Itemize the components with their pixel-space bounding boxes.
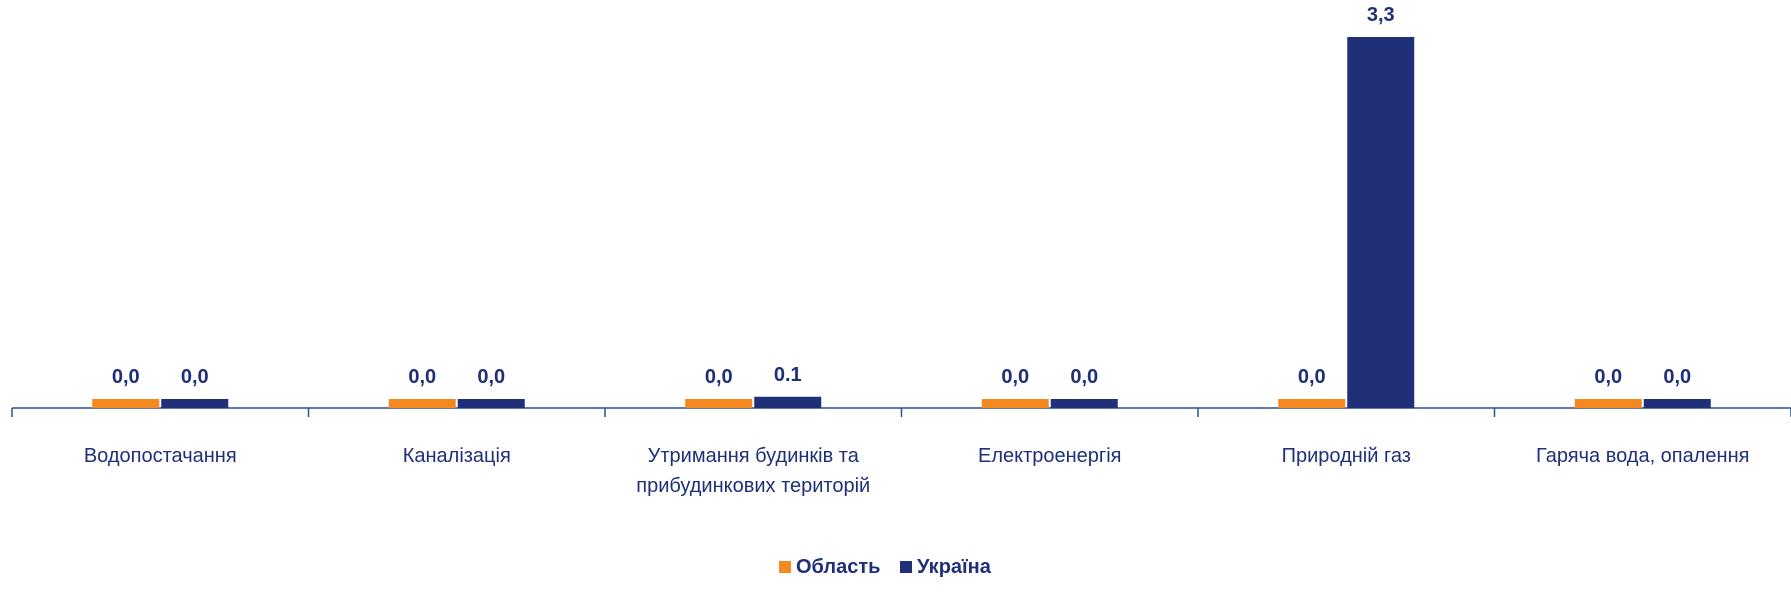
legend-label-ukraine: Україна — [917, 556, 992, 578]
category-label: Водопостачання — [84, 445, 237, 467]
data-label: 0,0 — [1594, 366, 1622, 388]
data-label: 0,0 — [408, 366, 436, 388]
legend-swatch-ukraine — [900, 561, 912, 573]
bar-ukraine — [457, 399, 525, 408]
category-label-line: Природній газ — [1282, 445, 1411, 467]
data-label: 0,0 — [181, 366, 209, 388]
category-label: Природній газ — [1282, 445, 1411, 467]
data-label: 0,0 — [705, 366, 733, 388]
bar-oblast — [685, 399, 753, 408]
bar-oblast — [1278, 399, 1346, 408]
legend-label-oblast: Область — [796, 556, 880, 578]
category-label: Електроенергія — [978, 445, 1122, 467]
category-label: Гаряча вода, опалення — [1536, 445, 1749, 467]
data-label: 0.1 — [774, 364, 802, 386]
category-label-line: Водопостачання — [84, 445, 237, 467]
bar-oblast — [92, 399, 160, 408]
category-label-line: Гаряча вода, опалення — [1536, 445, 1749, 467]
category-label-line: Електроенергія — [978, 445, 1122, 467]
data-label: 0,0 — [1001, 366, 1029, 388]
category-label-line: Каналізація — [403, 445, 511, 467]
data-label: 0,0 — [1070, 366, 1098, 388]
data-label: 3,3 — [1367, 4, 1395, 26]
category-label-line: Утримання будинків та — [648, 445, 860, 467]
data-label: 0,0 — [1298, 366, 1326, 388]
data-label: 0,0 — [477, 366, 505, 388]
category-label: Утримання будинків та прибудинкових терит… — [636, 445, 870, 497]
bar-ukraine — [1050, 399, 1118, 408]
data-label: 0,0 — [112, 366, 140, 388]
bar-oblast — [1574, 399, 1642, 408]
category-label: Каналізація — [403, 445, 511, 467]
bar-oblast — [388, 399, 456, 408]
bar-oblast — [981, 399, 1049, 408]
data-label: 0,0 — [1663, 366, 1691, 388]
category-label-line: прибудинкових територій — [636, 475, 870, 497]
bar-ukraine — [1643, 399, 1711, 408]
bar-ukraine — [1347, 37, 1415, 408]
legend-swatch-oblast — [779, 561, 791, 573]
bar-ukraine — [161, 399, 229, 408]
bar-ukraine — [754, 396, 822, 408]
